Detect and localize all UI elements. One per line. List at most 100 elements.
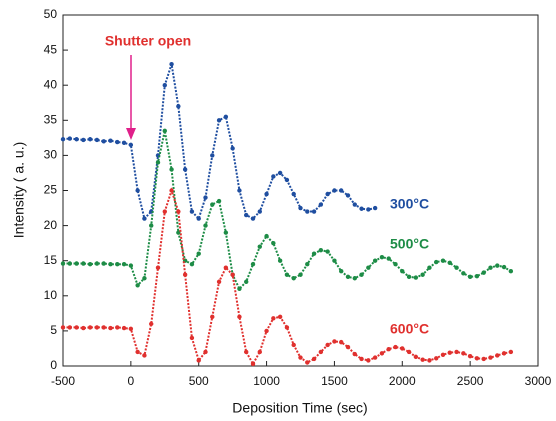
data-point bbox=[508, 349, 514, 355]
data-point bbox=[339, 188, 344, 193]
data-point bbox=[264, 328, 269, 334]
data-point bbox=[339, 269, 344, 274]
data-point bbox=[67, 136, 72, 141]
data-point bbox=[318, 247, 324, 253]
data-point bbox=[223, 114, 229, 119]
data-point bbox=[393, 344, 398, 350]
data-point bbox=[250, 262, 256, 267]
data-point bbox=[271, 316, 276, 321]
data-point bbox=[366, 265, 371, 270]
data-point bbox=[108, 262, 113, 267]
data-point bbox=[284, 177, 290, 183]
data-point bbox=[372, 258, 378, 263]
data-point bbox=[142, 216, 147, 221]
series-line bbox=[63, 187, 512, 366]
data-point bbox=[162, 209, 167, 214]
data-point bbox=[413, 354, 419, 360]
data-point bbox=[128, 142, 134, 148]
data-point bbox=[250, 216, 256, 221]
data-point bbox=[495, 263, 500, 268]
data-point bbox=[162, 83, 167, 88]
data-point bbox=[366, 207, 371, 212]
data-point bbox=[237, 314, 242, 320]
data-point bbox=[359, 272, 364, 277]
y-tick-label: 20 bbox=[44, 218, 58, 232]
data-point bbox=[427, 265, 432, 270]
data-point bbox=[182, 167, 188, 172]
data-point bbox=[488, 355, 493, 360]
data-point bbox=[359, 206, 364, 211]
data-point bbox=[298, 272, 303, 277]
data-point bbox=[461, 271, 466, 276]
data-point bbox=[332, 188, 337, 193]
data-point bbox=[101, 325, 106, 330]
data-point bbox=[339, 339, 344, 345]
x-tick-label: 0 bbox=[128, 374, 135, 388]
data-point bbox=[461, 351, 466, 356]
data-point bbox=[352, 351, 357, 357]
data-point bbox=[135, 188, 140, 193]
data-point bbox=[379, 254, 385, 260]
data-point bbox=[474, 356, 480, 361]
data-point bbox=[162, 128, 167, 134]
data-point bbox=[277, 314, 283, 320]
data-point bbox=[264, 191, 269, 197]
data-point bbox=[176, 104, 181, 109]
data-point bbox=[467, 353, 473, 359]
data-point bbox=[501, 351, 507, 356]
data-point bbox=[291, 191, 296, 197]
data-point bbox=[454, 265, 459, 270]
data-point bbox=[366, 358, 371, 363]
data-point bbox=[305, 209, 310, 214]
data-point bbox=[420, 357, 425, 362]
data-point bbox=[271, 174, 276, 179]
data-point bbox=[87, 325, 93, 330]
data-point bbox=[379, 351, 385, 356]
data-point bbox=[257, 349, 262, 355]
data-point bbox=[223, 265, 229, 270]
data-point bbox=[393, 262, 398, 267]
data-point bbox=[264, 233, 269, 239]
y-tick-label: 10 bbox=[44, 288, 58, 302]
data-point bbox=[94, 325, 100, 330]
data-point bbox=[305, 262, 310, 267]
series-label: 500°C bbox=[390, 236, 429, 252]
data-point bbox=[115, 325, 120, 330]
data-point bbox=[298, 205, 303, 211]
y-tick-label: 50 bbox=[44, 7, 58, 21]
data-point bbox=[325, 191, 330, 197]
y-tick-label: 15 bbox=[44, 253, 58, 267]
data-point bbox=[440, 258, 446, 263]
data-point bbox=[447, 260, 452, 266]
data-point bbox=[467, 274, 473, 280]
data-point bbox=[81, 137, 86, 143]
data-point bbox=[121, 262, 127, 267]
data-point bbox=[359, 356, 364, 362]
data-point bbox=[101, 139, 106, 144]
data-point bbox=[60, 261, 66, 266]
data-point bbox=[332, 258, 337, 263]
data-point bbox=[372, 355, 378, 360]
data-point bbox=[311, 209, 317, 214]
data-point bbox=[155, 265, 161, 270]
data-point bbox=[108, 325, 113, 331]
data-point bbox=[155, 160, 161, 165]
data-point bbox=[311, 356, 317, 362]
data-point bbox=[427, 358, 432, 363]
data-point bbox=[352, 276, 357, 281]
data-point bbox=[196, 358, 201, 363]
data-point bbox=[481, 270, 486, 275]
series-label: 600°C bbox=[390, 321, 429, 337]
data-point bbox=[305, 360, 310, 365]
data-point bbox=[142, 276, 147, 281]
series-label: 300°C bbox=[390, 196, 429, 212]
data-point bbox=[372, 205, 378, 211]
x-tick-label: 2000 bbox=[389, 374, 416, 388]
data-point bbox=[277, 258, 283, 263]
y-tick-label: 0 bbox=[50, 358, 57, 372]
data-point bbox=[149, 321, 154, 327]
data-point bbox=[189, 335, 195, 341]
data-point bbox=[440, 352, 446, 357]
data-point bbox=[237, 286, 242, 291]
data-point bbox=[271, 240, 276, 246]
